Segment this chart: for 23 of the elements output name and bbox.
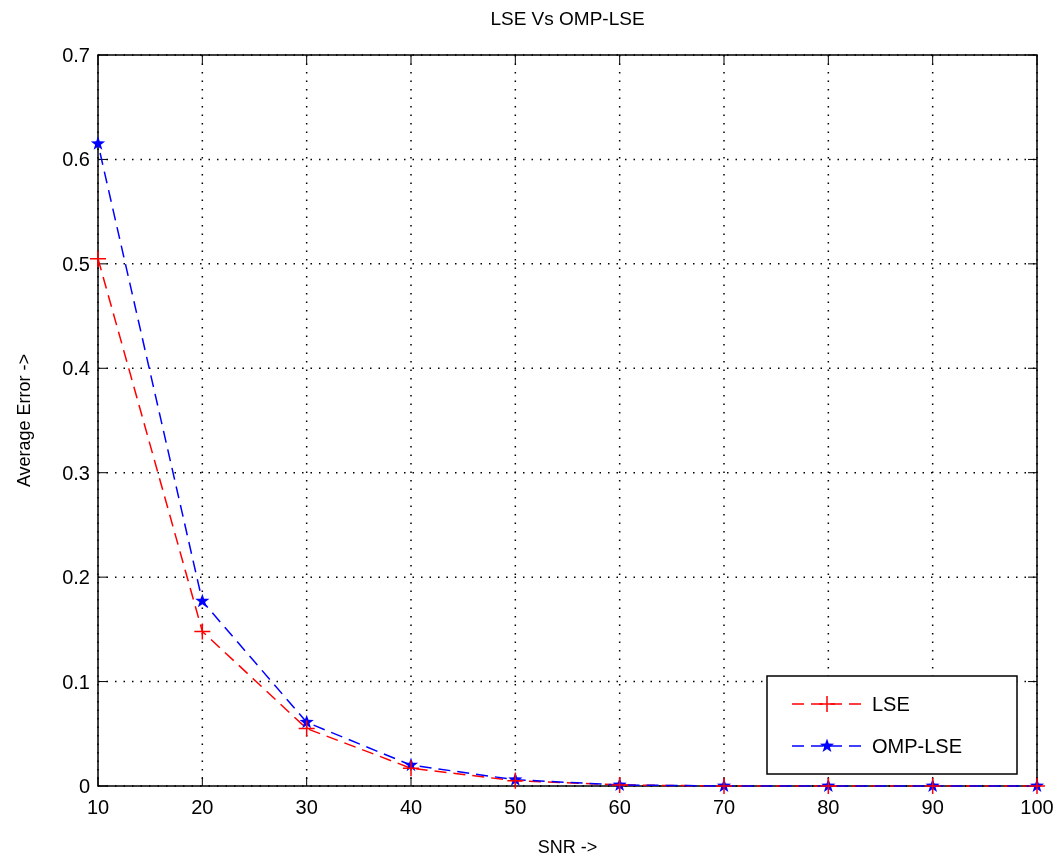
- legend-label: OMP-LSE: [872, 735, 963, 757]
- y-tick-label: 0.5: [62, 252, 90, 275]
- y-tick-label: 0.7: [62, 44, 90, 66]
- x-tick-label: 80: [817, 796, 840, 818]
- x-tick-label: 100: [1020, 796, 1054, 818]
- x-tick-label: 10: [86, 796, 110, 818]
- x-tick-label: 20: [191, 796, 214, 818]
- y-axis-title: Average Error ->: [14, 353, 34, 488]
- y-tick-label: 0.3: [62, 461, 90, 484]
- x-tick-label: 60: [608, 796, 631, 818]
- x-tick-label: 50: [504, 796, 527, 818]
- y-tick-label: 0.1: [62, 670, 90, 693]
- y-tick-label: 0: [78, 775, 90, 797]
- x-axis-title: SNR ->: [537, 837, 598, 857]
- x-tick-label: 30: [295, 796, 318, 818]
- chart-title: LSE Vs OMP-LSE: [490, 8, 645, 29]
- y-tick-label: 0.2: [62, 566, 90, 589]
- y-tick-label: 0.4: [62, 357, 90, 380]
- legend-label: LSE: [872, 693, 910, 715]
- y-tick-label: 0.6: [62, 148, 90, 171]
- x-tick-label: 70: [712, 796, 736, 818]
- x-tick-label: 40: [399, 796, 423, 818]
- x-tick-label: 90: [921, 796, 944, 818]
